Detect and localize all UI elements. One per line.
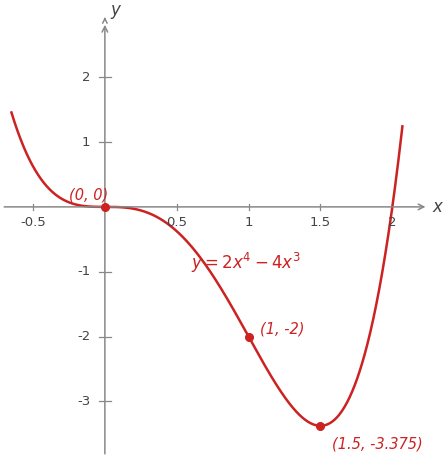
Text: $y = 2x^4 - 4x^3$: $y = 2x^4 - 4x^3$ [191,251,301,275]
Text: -1: -1 [77,265,90,278]
Text: x: x [432,198,443,216]
Text: -0.5: -0.5 [20,216,46,229]
Text: 2: 2 [388,216,396,229]
Text: 1: 1 [245,216,253,229]
Text: (1, -2): (1, -2) [260,322,305,336]
Text: 1: 1 [82,136,90,148]
Text: -3: -3 [77,395,90,408]
Text: (0, 0): (0, 0) [69,188,108,203]
Text: y: y [111,1,120,19]
Text: 2: 2 [82,71,90,84]
Text: 1.5: 1.5 [310,216,331,229]
Text: 0.5: 0.5 [166,216,187,229]
Text: (1.5, -3.375): (1.5, -3.375) [332,436,423,452]
Text: -2: -2 [77,330,90,343]
